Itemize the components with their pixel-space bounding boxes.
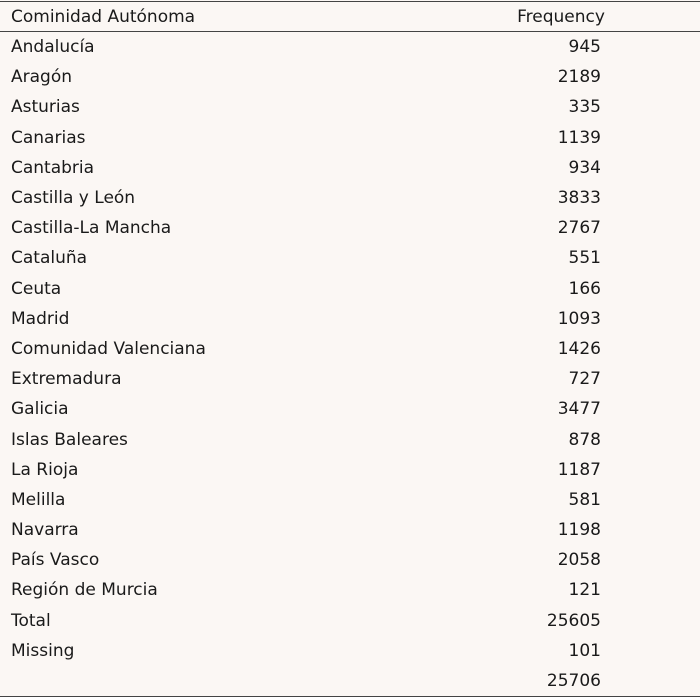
table-row: Cataluña 551 <box>0 243 700 273</box>
table-row: Navarra 1198 <box>0 515 700 545</box>
table-row: Madrid 1093 <box>0 304 700 334</box>
frequency-cell: 2189 <box>557 67 601 88</box>
table-row: Ceuta 166 <box>0 274 700 304</box>
region-cell: Región de Murcia <box>11 580 158 601</box>
region-cell: La Rioja <box>11 459 79 480</box>
frequency-cell: 121 <box>568 580 601 601</box>
table-row: Galicia 3477 <box>0 394 700 424</box>
frequency-cell: 1187 <box>557 459 601 480</box>
frequency-cell: 581 <box>568 489 601 510</box>
column-header: Frequency <box>466 1 700 32</box>
table-row: Melilla 581 <box>0 485 700 515</box>
region-cell: Total <box>11 610 51 631</box>
region-cell: Madrid <box>11 308 70 329</box>
region-cell: Castilla-La Mancha <box>11 218 172 239</box>
table-header: Cominidad Autónoma Frequency <box>0 1 700 32</box>
frequency-cell: 945 <box>568 37 601 58</box>
region-cell <box>0 665 466 697</box>
region-cell: Extremadura <box>11 369 122 390</box>
region-cell: Cantabria <box>11 157 95 178</box>
frequency-cell: 934 <box>568 157 601 178</box>
region-cell: Castilla y León <box>11 188 136 209</box>
frequency-cell: 1198 <box>557 520 601 541</box>
region-cell: Canarias <box>11 127 86 148</box>
table-row: Andalucía 945 <box>0 32 700 63</box>
table-row: Missing 101 <box>0 636 700 666</box>
frequency-cell: 2767 <box>557 218 601 239</box>
region-cell: Aragón <box>11 67 73 88</box>
column-header: Cominidad Autónoma <box>0 1 466 32</box>
region-cell: Cataluña <box>11 248 88 269</box>
table-row: Comunidad Valenciana 1426 <box>0 334 700 364</box>
table-row: Asturias 335 <box>0 92 700 122</box>
table-row: Castilla-La Mancha 2767 <box>0 213 700 243</box>
region-cell: Galicia <box>11 399 69 420</box>
region-cell: Islas Baleares <box>11 429 128 450</box>
table-row: Aragón 2189 <box>0 62 700 92</box>
table-row: Total 25605 <box>0 606 700 636</box>
frequency-cell: 2058 <box>557 550 601 571</box>
frequency-cell: 101 <box>568 640 601 661</box>
table-row: 25706 <box>0 665 700 697</box>
region-cell: Ceuta <box>11 278 62 299</box>
region-cell: Missing <box>11 640 75 661</box>
frequency-cell: 3477 <box>557 399 601 420</box>
table-row: La Rioja 1187 <box>0 455 700 485</box>
frequency-cell: 25706 <box>466 665 700 697</box>
table-row: Región de Murcia 121 <box>0 575 700 605</box>
frequency-cell: 878 <box>568 429 601 450</box>
region-cell: Navarra <box>11 520 79 541</box>
table-row: Canarias 1139 <box>0 123 700 153</box>
table-row: País Vasco 2058 <box>0 545 700 575</box>
table-row: Cantabria 934 <box>0 153 700 183</box>
table-row: Castilla y León 3833 <box>0 183 700 213</box>
region-cell: Melilla <box>11 489 66 510</box>
region-cell: País Vasco <box>11 550 100 571</box>
region-cell: Asturias <box>11 97 80 118</box>
frequency-cell: 166 <box>568 278 601 299</box>
table-row: Extremadura 727 <box>0 364 700 394</box>
frequency-cell: 1093 <box>557 308 601 329</box>
frequency-cell: 25605 <box>546 610 601 631</box>
region-cell: Andalucía <box>11 37 95 58</box>
header-row: Cominidad Autónoma Frequency <box>0 1 700 32</box>
frequency-cell: 3833 <box>557 188 601 209</box>
frequency-cell: 1139 <box>557 127 601 148</box>
frequency-cell: 335 <box>568 97 601 118</box>
frequency-cell: 1426 <box>557 338 601 359</box>
table-body: Andalucía 945 Aragón 2189 Asturias 335 Canaria… <box>0 32 700 697</box>
frequency-cell: 551 <box>568 248 601 269</box>
frequency-cell: 727 <box>568 369 601 390</box>
table-row: Islas Baleares 878 <box>0 424 700 454</box>
region-cell: Comunidad Valenciana <box>11 338 206 359</box>
